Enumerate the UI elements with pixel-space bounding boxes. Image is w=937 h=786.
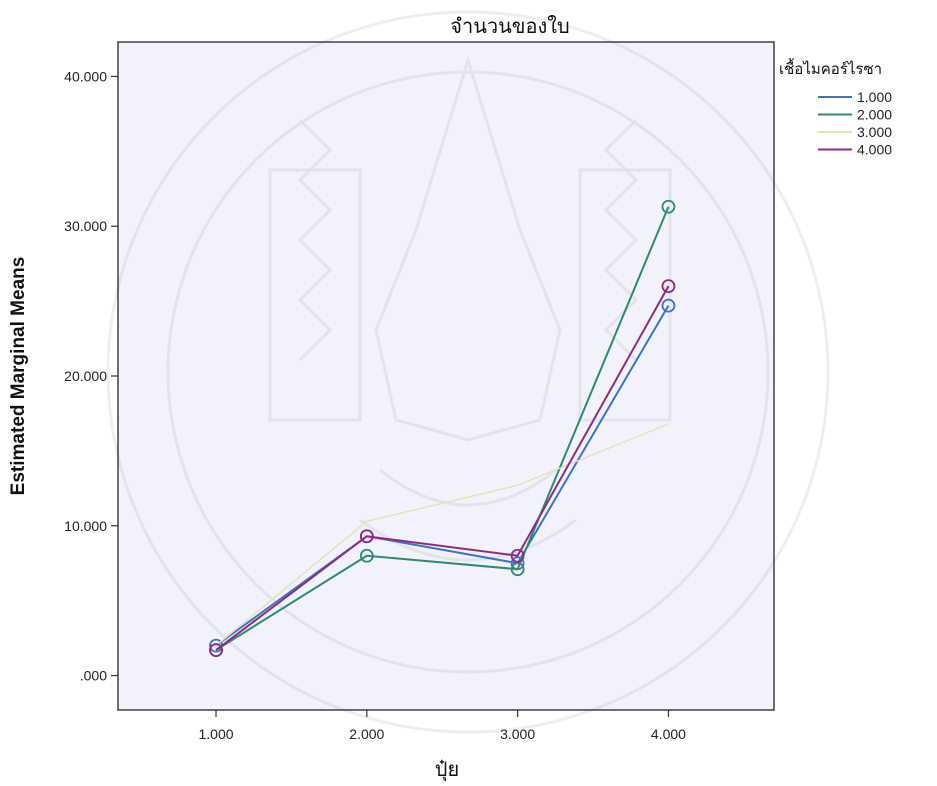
series-point-4.000 — [661, 279, 676, 294]
series-point-2.000 — [359, 548, 374, 563]
plot-frame — [117, 41, 775, 711]
y-axis-title: Estimated Marginal Means — [8, 257, 29, 496]
series-layer — [209, 199, 676, 657]
legend-label-3.000: 3.000 — [857, 124, 892, 140]
x-tick-label: 4.000 — [651, 726, 686, 742]
legend-label-2.000: 2.000 — [857, 107, 892, 123]
y-tick-label: .000 — [80, 668, 107, 684]
x-tick-label: 2.000 — [349, 726, 384, 742]
series-line-2.000 — [215, 206, 670, 651]
x-axis-title: ปุ๋ย — [435, 757, 459, 782]
series-line-3.000 — [215, 423, 669, 647]
series-point-2.000 — [510, 562, 525, 577]
plot-area — [118, 42, 774, 710]
series-point-4.000 — [209, 643, 223, 657]
y-tick-label: 30.000 — [64, 218, 107, 234]
legend-title: เชื้อไมคอร์ไรซา — [779, 58, 882, 78]
series-point-4.000 — [359, 529, 374, 544]
y-tick-label: 40.000 — [64, 68, 107, 84]
y-tick-label: 10.000 — [64, 518, 107, 534]
seal-watermark — [106, 10, 830, 734]
series-line-4.000 — [215, 285, 670, 651]
x-tick-label: 1.000 — [198, 726, 233, 742]
legend-label-1.000: 1.000 — [857, 89, 892, 105]
legend-label-4.000: 4.000 — [857, 142, 892, 158]
x-axis: 1.000 2.000 3.000 4.000 — [198, 710, 686, 742]
x-tick-label: 3.000 — [500, 726, 535, 742]
series-point-1.000 — [661, 298, 676, 313]
y-axis: .000 10.000 20.000 30.000 40.000 — [64, 68, 118, 684]
series-point-4.000 — [510, 548, 525, 563]
chart-title: จำนวนของใบ — [450, 14, 569, 38]
series-line-1.000 — [215, 305, 670, 647]
y-tick-label: 20.000 — [64, 368, 107, 384]
series-point-2.000 — [661, 199, 676, 214]
